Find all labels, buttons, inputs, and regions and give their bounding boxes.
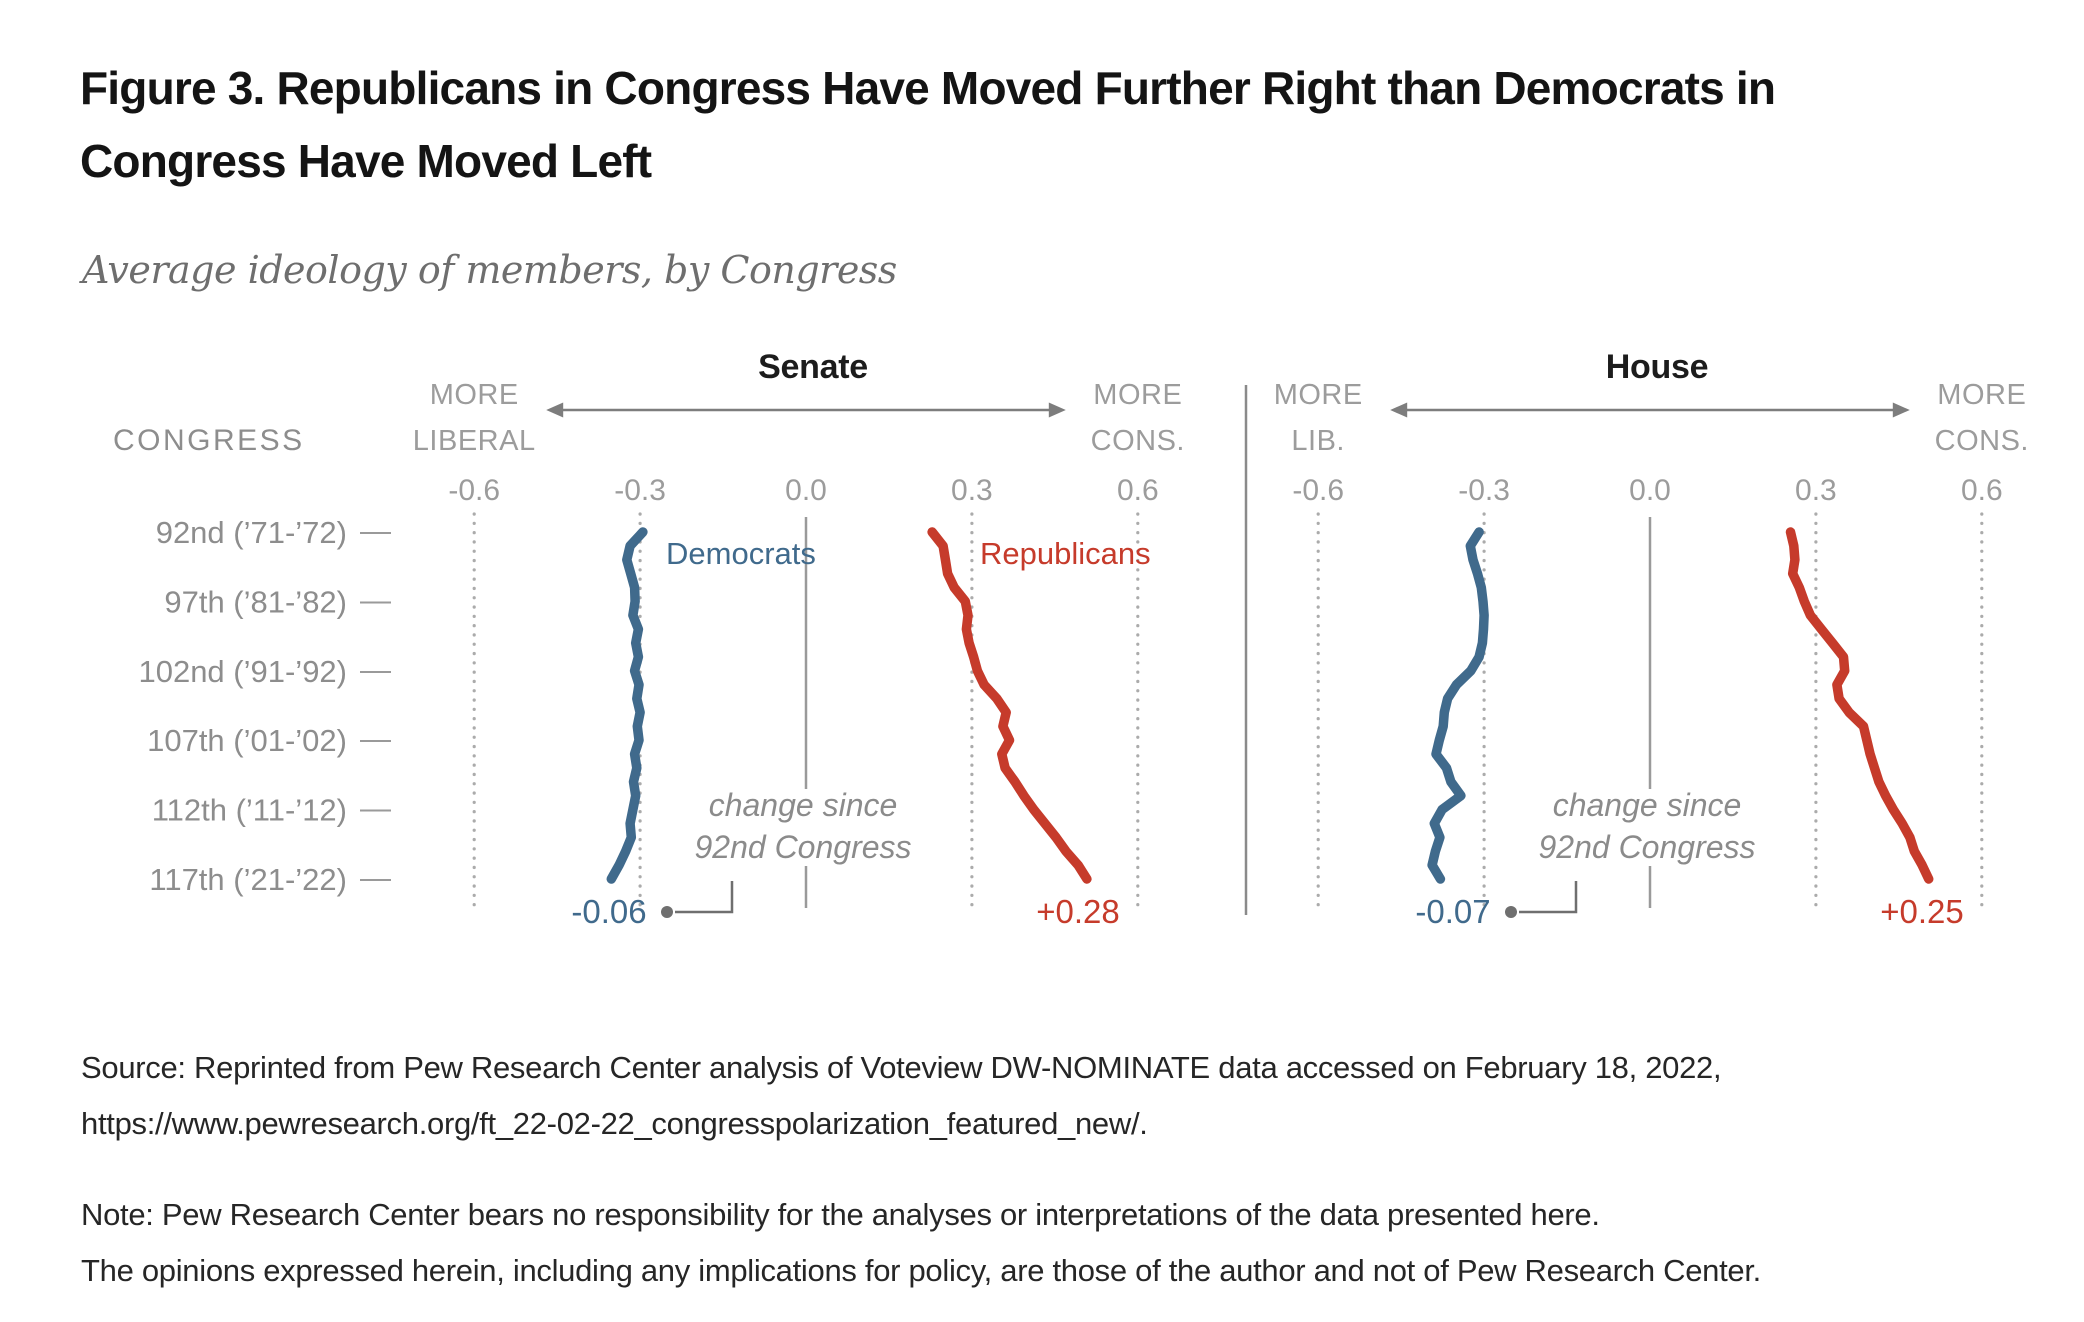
figure-subtitle: Average ideology of members, by Congress bbox=[82, 248, 897, 292]
arrowhead-right-icon bbox=[1048, 402, 1066, 418]
connector-elbow-house bbox=[1519, 881, 1578, 914]
tick-label-senate: 0.3 bbox=[951, 474, 993, 507]
direction-right-label-senate: MORE bbox=[1093, 379, 1182, 411]
congress-row-tick-dash: — bbox=[360, 721, 391, 756]
connector-elbow-senate bbox=[675, 881, 734, 914]
tick-label-house: 0.6 bbox=[1961, 474, 2003, 507]
congress-row-label: 117th (’21-’22) bbox=[149, 862, 347, 897]
direction-left-label-senate: LIBERAL bbox=[413, 425, 536, 457]
change-annotation-house: 92nd Congress bbox=[1538, 829, 1755, 865]
tick-label-senate: -0.6 bbox=[448, 474, 500, 507]
connector-dot-house bbox=[1505, 906, 1517, 918]
congress-row-label: 92nd (’71-’72) bbox=[156, 515, 347, 550]
direction-right-label-senate: CONS. bbox=[1091, 425, 1185, 457]
panel-title-house: House bbox=[1606, 348, 1708, 386]
source-text: Source: Reprinted from Pew Research Cent… bbox=[81, 1040, 2041, 1152]
note-text: Note: Pew Research Center bears no respo… bbox=[81, 1187, 2071, 1299]
congress-row-label: 112th (’11-’12) bbox=[152, 793, 347, 828]
series-line-republicans-senate bbox=[927, 527, 1092, 884]
congress-row-tick-dash: — bbox=[360, 860, 391, 895]
congress-row-tick-dash: — bbox=[360, 582, 391, 617]
arrowhead-left-icon bbox=[1390, 402, 1408, 418]
direction-left-label-house: MORE bbox=[1274, 379, 1363, 411]
direction-left-label-house: LIB. bbox=[1291, 425, 1345, 457]
figure-title: Figure 3. Republicans in Congress Have M… bbox=[80, 52, 1980, 198]
congress-row-label: 97th (’81-’82) bbox=[164, 584, 347, 619]
source-line1: Source: Reprinted from Pew Research Cent… bbox=[81, 1050, 1722, 1085]
change-value-republicans-house: +0.25 bbox=[1880, 893, 1964, 930]
change-value-democrats-senate: -0.06 bbox=[571, 893, 646, 930]
series-label-democrats-senate: Democrats bbox=[666, 536, 816, 571]
direction-right-label-house: CONS. bbox=[1935, 425, 2029, 457]
note-line2: The opinions expressed herein, including… bbox=[81, 1253, 1761, 1288]
tick-label-senate: 0.6 bbox=[1117, 474, 1159, 507]
congress-row-label: 107th (’01-’02) bbox=[147, 723, 347, 758]
direction-left-label-senate: MORE bbox=[430, 379, 519, 411]
change-value-republicans-senate: +0.28 bbox=[1036, 893, 1120, 930]
change-annotation-senate: 92nd Congress bbox=[694, 829, 911, 865]
figure-title-line1: Figure 3. Republicans in Congress Have M… bbox=[80, 62, 1776, 114]
arrowhead-left-icon bbox=[546, 402, 564, 418]
source-url: https://www.pewresearch.org/ft_22-02-22_… bbox=[81, 1106, 1148, 1141]
note-line1: Note: Pew Research Center bears no respo… bbox=[81, 1197, 1600, 1232]
tick-label-senate: 0.0 bbox=[785, 474, 827, 507]
series-line-democrats-senate bbox=[606, 527, 648, 884]
panel-title-senate: Senate bbox=[758, 348, 868, 386]
congress-row-tick-dash: — bbox=[360, 791, 391, 826]
tick-label-senate: -0.3 bbox=[614, 474, 666, 507]
change-value-democrats-house: -0.07 bbox=[1415, 893, 1490, 930]
figure-title-line2: Congress Have Moved Left bbox=[80, 135, 652, 187]
change-annotation-house: change since bbox=[1553, 787, 1742, 823]
congress-row-tick-dash: — bbox=[360, 652, 391, 687]
series-line-republicans-house bbox=[1785, 527, 1934, 884]
tick-label-house: 0.0 bbox=[1629, 474, 1671, 507]
congress-axis-title: CONGRESS bbox=[113, 424, 305, 457]
congress-row-tick-dash: — bbox=[360, 513, 391, 548]
series-line-democrats-house bbox=[1427, 527, 1489, 884]
tick-label-house: -0.6 bbox=[1292, 474, 1344, 507]
arrowhead-right-icon bbox=[1892, 402, 1910, 418]
series-label-republicans-senate: Republicans bbox=[980, 536, 1151, 571]
congress-row-label: 102nd (’91-’92) bbox=[138, 654, 347, 689]
tick-label-house: 0.3 bbox=[1795, 474, 1837, 507]
connector-dot-senate bbox=[661, 906, 673, 918]
tick-label-house: -0.3 bbox=[1458, 474, 1510, 507]
change-annotation-senate: change since bbox=[709, 787, 898, 823]
direction-right-label-house: MORE bbox=[1937, 379, 2026, 411]
